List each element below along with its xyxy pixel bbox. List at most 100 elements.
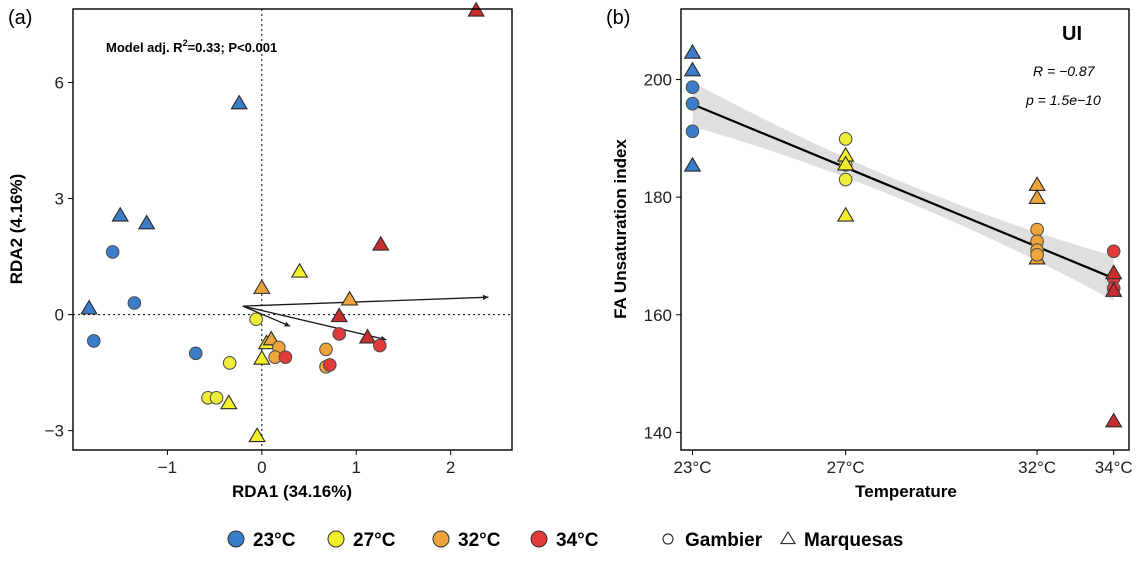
panel-a-plot-area <box>73 1 512 450</box>
panel-b-x-axis-label: Temperature <box>855 482 957 501</box>
panel-b-y-tick-label: 140 <box>644 423 672 442</box>
panel-a-point <box>373 338 387 353</box>
panel-b-stat-r: R = −0.87 <box>1033 63 1096 79</box>
legend-temp-swatch <box>227 530 245 548</box>
legend-temp-label: 23°C <box>253 530 296 551</box>
legend-gambier-symbol <box>662 533 674 545</box>
legend-temp-label: 32°C <box>458 530 501 551</box>
panel-a-x-axis-label: RDA1 (34.16%) <box>232 482 352 501</box>
panel-b-y-tick-label: 180 <box>644 188 672 207</box>
panel-a-arrow-head <box>482 294 489 301</box>
panel-a-point <box>209 390 224 405</box>
panel-a-point <box>253 349 271 365</box>
panel-b-x-tick-label: 32°C <box>1018 458 1056 477</box>
panel-a-point <box>188 346 203 361</box>
panel-a: (a) Model adj. R2=0.33; P<0.001 −1 0 1 2 −3… <box>7 1 513 501</box>
panel-a-point <box>220 394 238 410</box>
panel-b-label: (b) <box>606 7 630 29</box>
panel-b-point <box>838 172 853 187</box>
panel-a-x-tick-label: −1 <box>158 458 177 477</box>
panel-a-point <box>340 290 359 306</box>
panel-b-x-tick-label: 27°C <box>827 458 865 477</box>
panel-b-y-tick-label: 200 <box>644 71 672 90</box>
legend-temp-swatch <box>432 530 450 548</box>
panel-a-point <box>278 350 293 364</box>
panel-a-y-tick-label: −3 <box>45 422 64 441</box>
panel-b-point <box>836 155 855 171</box>
panel-a-loading-arrow <box>242 305 291 327</box>
panel-b-point <box>685 124 700 139</box>
panel-a-point <box>105 245 120 259</box>
legend-temp-label: 34°C <box>556 530 599 551</box>
panel-b-regression-line <box>692 103 1115 280</box>
panel-a-point <box>222 356 237 370</box>
panel-b: (b) UI R = −0.87 p = 1.5e−10 23°C 27°C 32°… <box>606 7 1133 501</box>
panel-b-stat-p: p = 1.5e−10 <box>1025 92 1101 108</box>
panel-b-point <box>838 132 853 146</box>
panel-b-x-tick-label: 23°C <box>673 458 711 477</box>
legend-temp-label: 27°C <box>353 530 396 551</box>
panel-b-point <box>1028 176 1046 192</box>
panel-b-y-tick-label: 160 <box>644 306 672 325</box>
panel-b-x-tick-label: 34°C <box>1095 458 1133 477</box>
panel-a-y-tick-label: 6 <box>55 74 64 93</box>
panel-b-y-axis-label: FA Unsaturation index <box>611 139 630 319</box>
panel-a-point <box>137 214 156 230</box>
panel-a-point <box>127 296 142 310</box>
panel-a-annotation: Model adj. R2=0.33; P<0.001 <box>106 38 277 55</box>
panel-a-point <box>262 330 281 346</box>
panel-a-loading-arrow <box>242 305 387 341</box>
panel-a-x-ticks: −1 0 1 2 <box>158 450 455 477</box>
panel-a-loading-arrow <box>242 296 489 307</box>
panel-a-label: (a) <box>8 7 32 29</box>
panel-b-point <box>683 43 702 59</box>
panel-a-arrow-head <box>284 321 291 327</box>
panel-a-point <box>372 235 390 251</box>
panel-b-point <box>836 206 855 222</box>
legend: 23°C 27°C 32°C 34°C Gambier Marquesas <box>227 530 903 551</box>
panel-b-point <box>1106 244 1121 259</box>
legend-gambier-label: Gambier <box>685 530 763 551</box>
panel-b-point <box>1028 189 1046 204</box>
panel-a-x-tick-label: 1 <box>351 458 360 477</box>
panel-a-point <box>319 342 333 357</box>
legend-marquesas-label: Marquesas <box>804 530 903 551</box>
panel-b-point <box>1104 412 1123 428</box>
legend-temp-swatch <box>530 530 548 548</box>
panel-b-plot-area <box>683 43 1123 428</box>
panel-b-y-ticks: 140 160 180 200 <box>644 71 681 442</box>
panel-a-point <box>249 312 263 327</box>
panel-b-point <box>683 61 702 77</box>
panel-a-x-tick-label: 2 <box>446 458 455 477</box>
panel-a-point <box>86 334 101 348</box>
panel-a-point <box>253 279 271 294</box>
panel-a-point <box>230 94 248 110</box>
panel-b-point <box>1030 222 1044 237</box>
panel-a-point <box>330 307 348 323</box>
panel-b-point <box>1104 281 1123 297</box>
panel-a-x-tick-label: 0 <box>257 458 266 477</box>
panel-a-point <box>358 328 377 344</box>
legend-temp-swatch <box>327 530 345 548</box>
panel-b-x-ticks: 23°C 27°C 32°C 34°C <box>673 450 1133 477</box>
panel-b-point <box>685 80 700 95</box>
panel-a-frame <box>72 8 513 451</box>
panel-a-point <box>290 262 309 278</box>
panel-a-point <box>80 299 98 315</box>
panel-b-point <box>685 96 700 111</box>
panel-a-y-axis-label: RDA2 (4.16%) <box>7 174 26 285</box>
panel-a-y-ticks: −3 0 3 6 <box>45 74 73 441</box>
panel-a-y-tick-label: 3 <box>55 190 64 209</box>
panel-b-title: UI <box>1062 23 1082 45</box>
panel-a-point <box>322 358 337 372</box>
panel-b-point <box>1104 264 1123 280</box>
panel-a-point <box>332 327 347 341</box>
panel-b-point <box>1030 247 1044 262</box>
legend-marquesas-symbol <box>779 530 797 545</box>
panel-a-point <box>248 427 266 443</box>
panel-a-y-tick-label: 0 <box>55 306 64 325</box>
panel-b-frame <box>680 8 1130 451</box>
panel-b-point <box>683 156 702 172</box>
panel-a-point <box>111 206 129 222</box>
